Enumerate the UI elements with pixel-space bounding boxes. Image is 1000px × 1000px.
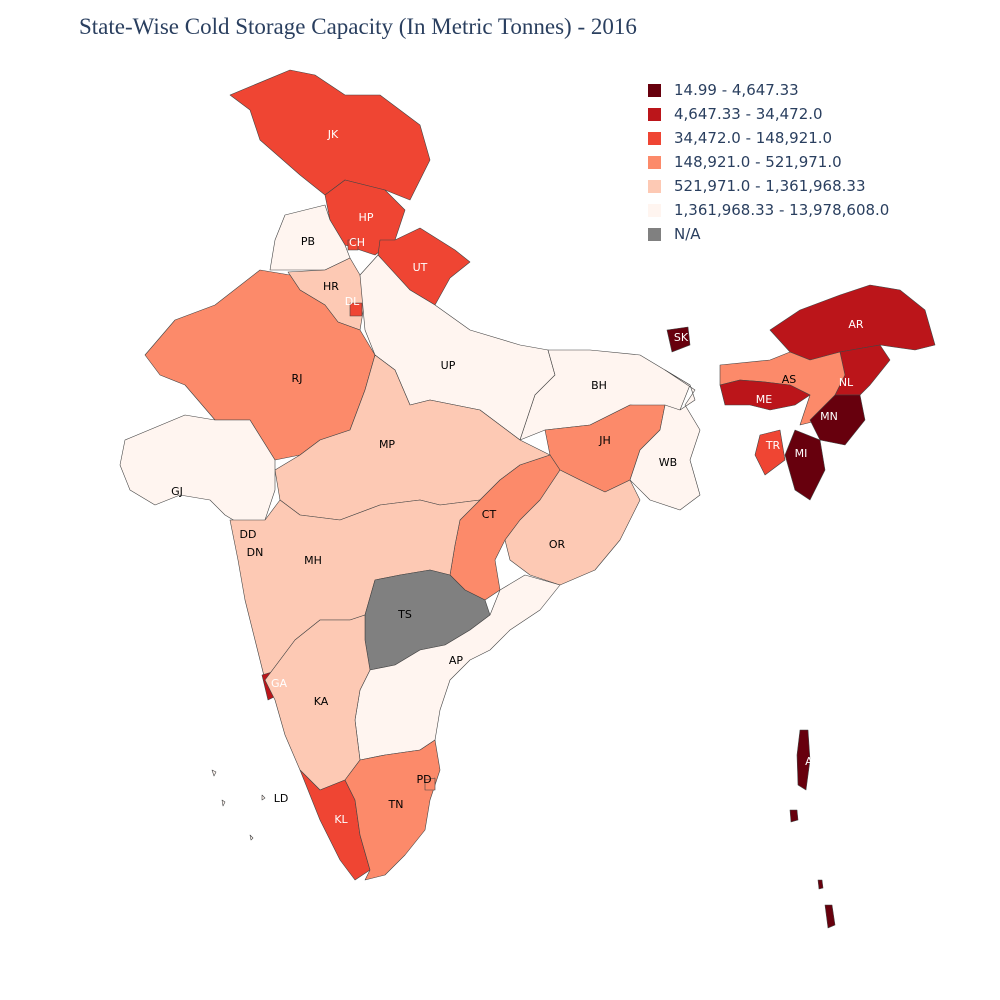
state-shape-an-3[interactable] — [817, 879, 824, 890]
legend-item[interactable]: N/A — [648, 222, 889, 246]
state-shape-jk[interactable] — [229, 69, 431, 201]
state-shape-ka[interactable] — [264, 614, 371, 791]
state-label-dd: DD — [240, 528, 257, 541]
legend-label: 34,472.0 - 148,921.0 — [674, 129, 833, 147]
state-label-or: OR — [549, 538, 566, 551]
legend-label: 4,647.33 - 34,472.0 — [674, 105, 823, 123]
state-label-ap: AP — [449, 654, 464, 667]
state-shape-or[interactable] — [504, 469, 641, 586]
legend-swatch — [648, 107, 661, 121]
state-shape-wb[interactable] — [629, 369, 701, 511]
state-shape-ch[interactable] — [347, 239, 359, 251]
state-label-an: AN — [805, 755, 821, 768]
state-label-mp: MP — [379, 438, 395, 451]
legend-label: 148,921.0 - 521,971.0 — [674, 153, 842, 171]
state-label-kl: KL — [334, 813, 348, 826]
legend-item[interactable]: 4,647.33 - 34,472.0 — [648, 102, 889, 126]
state-label-mn: MN — [820, 410, 838, 423]
state-shape-ld-2[interactable] — [261, 794, 266, 801]
legend-item[interactable]: 148,921.0 - 521,971.0 — [648, 150, 889, 174]
state-shape-ld-3[interactable] — [249, 834, 254, 841]
state-label-ts: TS — [397, 608, 412, 621]
state-shape-sk[interactable] — [666, 326, 691, 353]
state-label-mi: MI — [795, 447, 808, 460]
state-label-ut: UT — [413, 261, 428, 274]
state-label-bh: BH — [591, 379, 607, 392]
legend-swatch — [648, 179, 661, 193]
state-label-jh: JH — [598, 434, 611, 447]
state-label-hp: HP — [359, 211, 374, 224]
state-shape-mn[interactable] — [809, 394, 866, 446]
state-label-up: UP — [441, 359, 456, 372]
state-label-dn: DN — [247, 546, 264, 559]
state-shape-gj[interactable] — [119, 414, 276, 531]
state-shape-an-1[interactable] — [789, 809, 799, 823]
state-shape-nl[interactable] — [834, 344, 891, 396]
state-shape-an-2[interactable] — [824, 904, 836, 929]
legend-label: 521,971.0 - 1,361,968.33 — [674, 177, 866, 195]
legend-item[interactable]: 34,472.0 - 148,921.0 — [648, 126, 889, 150]
legend-swatch — [648, 83, 661, 97]
state-label-me: ME — [756, 393, 772, 406]
state-shape-dl[interactable] — [349, 302, 363, 317]
legend-swatch — [648, 131, 661, 145]
legend-swatch — [648, 203, 661, 217]
legend-item[interactable]: 14.99 - 4,647.33 — [648, 78, 889, 102]
legend-swatch — [648, 227, 661, 241]
state-shape-ld-1[interactable] — [221, 799, 226, 807]
state-label-ar: AR — [848, 318, 864, 331]
state-shape-an[interactable] — [796, 729, 811, 791]
state-label-sk: SK — [674, 331, 689, 344]
state-label-ch: CH — [349, 236, 365, 249]
state-shape-tr[interactable] — [754, 429, 786, 476]
legend-label: 14.99 - 4,647.33 — [674, 81, 799, 99]
legend-label: N/A — [674, 225, 701, 243]
state-label-pd: PD — [416, 773, 431, 786]
state-shape-tn[interactable] — [344, 739, 441, 881]
state-shape-mi[interactable] — [784, 429, 826, 501]
state-label-tr: TR — [765, 439, 781, 452]
state-shape-me[interactable] — [719, 379, 811, 411]
state-label-ka: KA — [314, 695, 329, 708]
map-title: State-Wise Cold Storage Capacity (In Met… — [79, 14, 637, 39]
state-label-rj: RJ — [292, 372, 303, 385]
state-label-jk: JK — [327, 128, 339, 141]
state-label-nl: NL — [839, 376, 854, 389]
map-legend: 14.99 - 4,647.33 4,647.33 - 34,472.0 34,47… — [648, 78, 889, 246]
state-label-mh: MH — [304, 554, 322, 567]
state-label-tn: TN — [388, 798, 404, 811]
legend-label: 1,361,968.33 - 13,978,608.0 — [674, 201, 890, 219]
state-label-ld: LD — [274, 792, 289, 805]
state-shape-pd[interactable] — [424, 777, 436, 791]
state-label-dl: DL — [345, 295, 360, 308]
state-label-as: AS — [782, 373, 797, 386]
state-shape-ld[interactable] — [211, 769, 217, 777]
legend-item[interactable]: 521,971.0 - 1,361,968.33 — [648, 174, 889, 198]
state-label-pb: PB — [301, 235, 315, 248]
state-label-hr: HR — [323, 280, 339, 293]
legend-item[interactable]: 1,361,968.33 - 13,978,608.0 — [648, 198, 889, 222]
legend-swatch — [648, 155, 661, 169]
state-label-gj: GJ — [171, 485, 183, 498]
state-label-wb: WB — [659, 456, 677, 469]
state-label-ga: GA — [271, 677, 288, 690]
state-label-ct: CT — [482, 508, 497, 521]
